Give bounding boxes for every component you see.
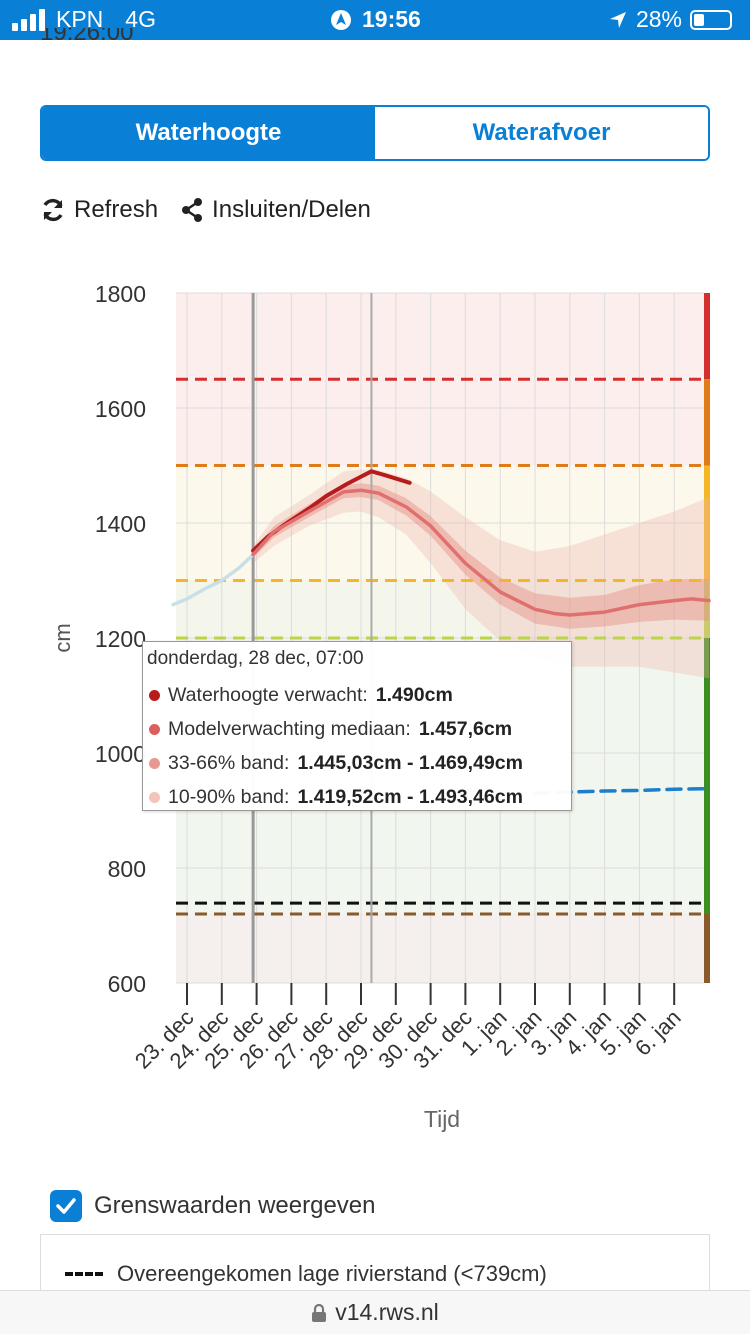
status-bar: KPN 4G 19:56 28% [0,0,750,40]
share-label: Insluiten/Delen [212,196,371,223]
battery-icon [690,9,732,30]
clock: 19:56 [362,6,421,32]
y-tick-label: 1600 [95,396,146,422]
grenswaarden-toggle[interactable]: Grenswaarden weergeven [50,1190,376,1222]
tooltip-title: donderdag, 28 dec, 07:00 [147,648,364,669]
tab-waterhoogte[interactable]: Waterhoogte [42,107,375,159]
x-axis-label: Tijd [424,1106,460,1132]
refresh-icon [43,198,63,222]
grenswaarden-checkbox[interactable] [50,1190,82,1222]
tooltip-label: Waterhoogte verwacht: [168,683,368,706]
measure-toggle: Waterhoogte Waterafvoer [40,105,710,161]
url-text: v14.rws.nl [335,1299,439,1325]
legend-item: Overeengekomen lage rivierstand (<739cm) [65,1261,547,1287]
dashed-line-icon [65,1272,103,1276]
band-10-90 [253,469,709,679]
tooltip-row: Modelverwachting mediaan: 1.457,6cm [145,712,569,746]
network-label: 4G [125,6,156,32]
y-tick-label: 1400 [95,511,146,537]
share-button[interactable]: Insluiten/Delen [180,196,371,224]
series-dot-icon [149,757,160,769]
tooltip-row: 33-66% band: 1.445,03cm - 1.469,49cm [145,746,569,780]
threshold-legend: Overeengekomen lage rivierstand (<739cm) [40,1234,710,1304]
legend-item-label: Overeengekomen lage rivierstand (<739cm) [117,1261,547,1286]
side-bar-segment [704,293,710,380]
battery-percent: 28% [635,6,682,32]
side-bar-segment [704,379,710,466]
carrier-label: KPN [56,6,104,32]
url-bar[interactable]: v14.rws.nl [0,1290,750,1334]
series-dot-icon [149,689,160,701]
side-bar-segment [704,914,710,983]
series-line [171,552,255,607]
tooltip-label: 10-90% band: [168,785,290,808]
tooltip-row: Waterhoogte verwacht: 1.490cm [145,678,569,712]
tooltip-value: 1.419,52cm - 1.493,46cm [297,785,523,808]
navigation-badge-icon [331,9,351,30]
grenswaarden-label: Grenswaarden weergeven [94,1192,376,1219]
zone-band [176,914,704,983]
location-arrow-icon [609,11,626,28]
tooltip-value: 1.490cm [375,683,453,706]
y-tick-label: 800 [108,856,146,882]
series-line [251,488,711,617]
lock-icon [312,1303,327,1322]
y-tick-label: 1800 [95,281,146,307]
y-tick-label: 1200 [95,626,146,652]
zone-band [176,293,704,380]
tooltip-value: 1.457,6cm [418,717,513,740]
y-tick-label: 1000 [95,741,146,767]
tooltip-label: Modelverwachting mediaan: [168,717,411,740]
series-dot-icon [149,723,160,735]
y-axis-label: cm [50,623,75,652]
side-bar-segment [704,580,710,638]
tab-waterafvoer[interactable]: Waterafvoer [375,107,708,159]
checkmark-icon [56,1198,76,1214]
series-dot-icon [149,791,160,803]
band-33-66 [253,483,709,629]
chart-tooltip: donderdag, 28 dec, 07:00 Waterhoogte ver… [142,641,572,811]
zone-band [176,379,704,466]
side-bar-segment [704,465,710,581]
tooltip-value: 1.445,03cm - 1.469,49cm [297,751,523,774]
share-icon [182,198,203,222]
clipped-timestamp: 19:26:00 [40,28,134,46]
chart-actions: Refresh Insluiten/Delen [40,196,371,224]
refresh-label: Refresh [74,196,159,223]
signal-icon [12,8,45,31]
refresh-button[interactable]: Refresh [40,196,158,224]
y-tick-label: 600 [108,971,146,997]
tooltip-row: 10-90% band: 1.419,52cm - 1.493,46cm [145,780,569,814]
tooltip-label: 33-66% band: [168,751,290,774]
side-bar-segment [704,638,710,914]
